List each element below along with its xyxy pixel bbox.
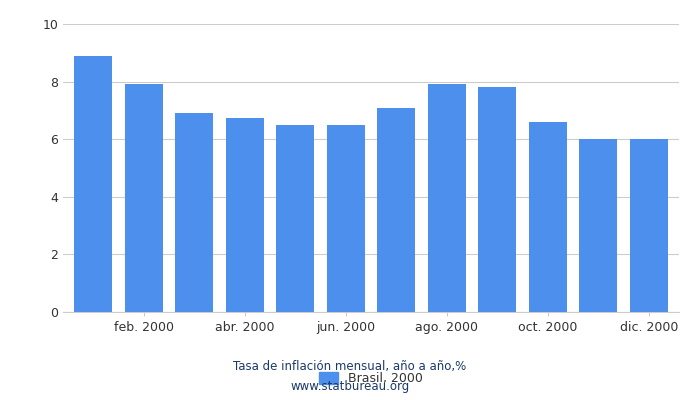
Bar xyxy=(580,139,617,312)
Bar xyxy=(428,84,466,312)
Bar xyxy=(377,108,415,312)
Text: www.statbureau.org: www.statbureau.org xyxy=(290,380,410,393)
Bar xyxy=(226,118,264,312)
Text: Tasa de inflación mensual, año a año,%: Tasa de inflación mensual, año a año,% xyxy=(233,360,467,373)
Bar xyxy=(125,84,162,312)
Bar xyxy=(478,87,516,312)
Bar xyxy=(175,113,214,312)
Legend: Brasil, 2000: Brasil, 2000 xyxy=(314,367,428,390)
Bar xyxy=(276,125,314,312)
Bar xyxy=(528,122,567,312)
Bar xyxy=(327,125,365,312)
Bar xyxy=(74,56,112,312)
Bar xyxy=(630,139,668,312)
